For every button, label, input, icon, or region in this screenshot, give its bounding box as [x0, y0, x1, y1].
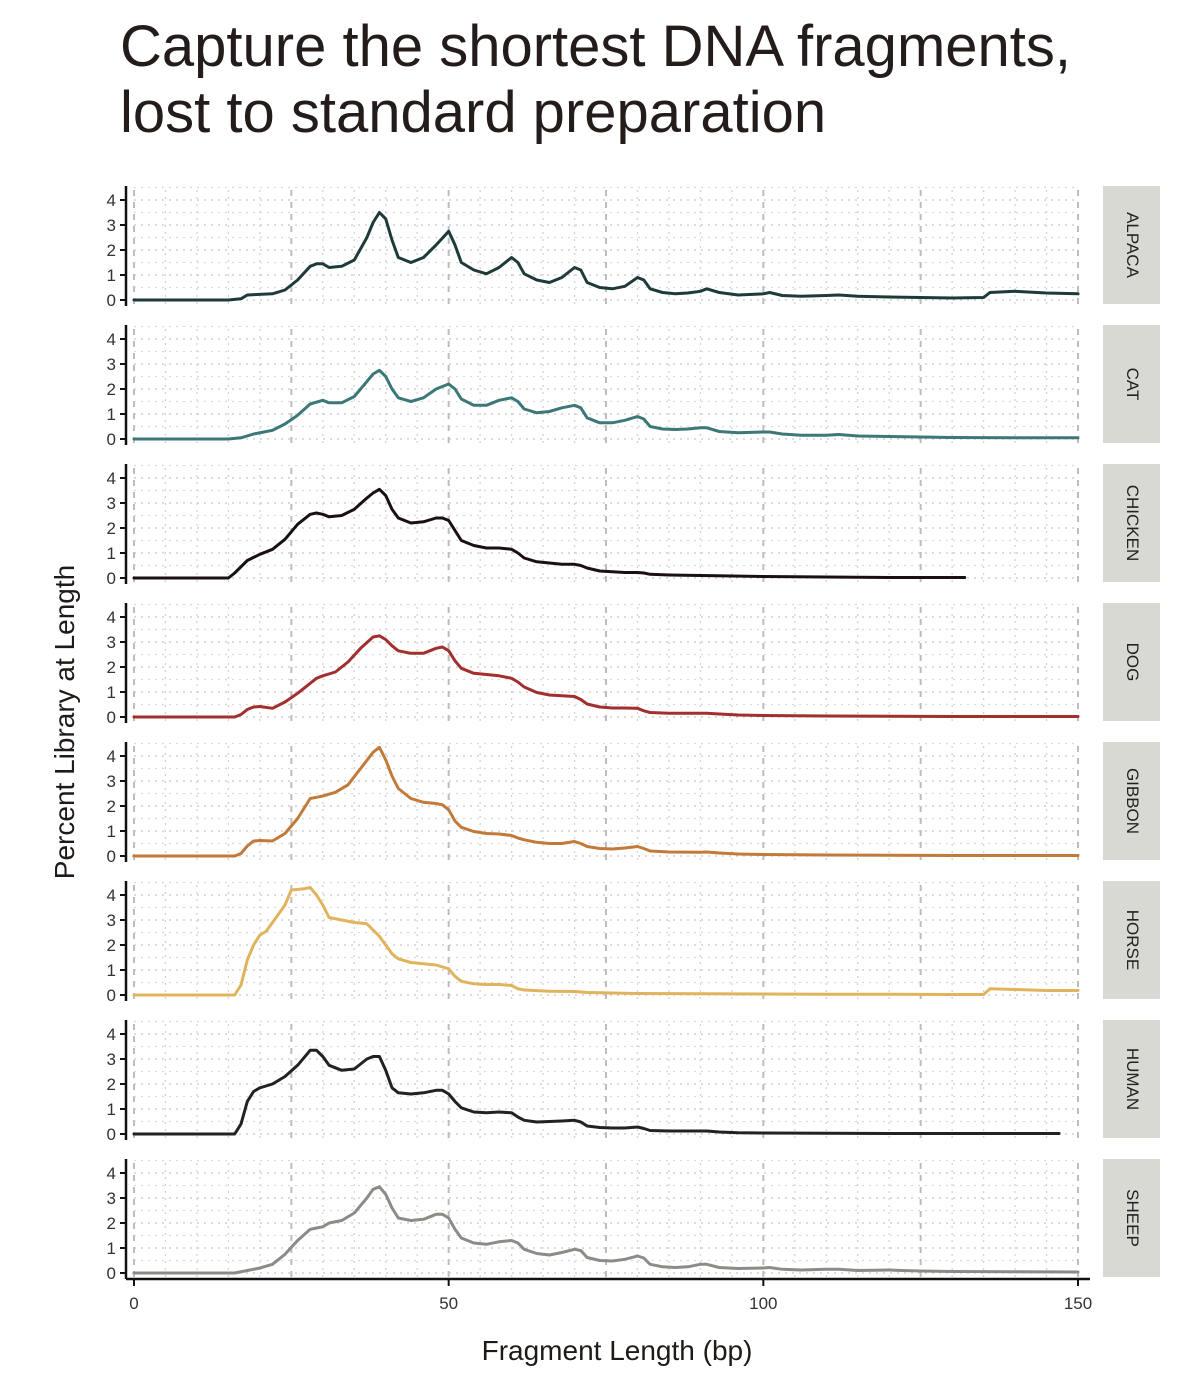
y-tick-label: 3 — [107, 355, 116, 374]
y-tick-label: 3 — [107, 1189, 116, 1208]
x-tick-label: 50 — [439, 1294, 458, 1313]
y-tick-label: 2 — [107, 658, 116, 677]
panel-cat: 0 1 2 3 4 CAT — [107, 325, 1160, 449]
x-tick-label: 100 — [749, 1294, 777, 1313]
y-tick-label: 0 — [107, 847, 116, 866]
y-tick-label: 1 — [107, 1100, 116, 1119]
x-axis-title: Fragment Length (bp) — [482, 1335, 753, 1366]
series-line-dog — [132, 634, 1080, 719]
series-line-cat — [132, 368, 1080, 441]
panel-human: 0 1 2 3 4 HUMAN — [107, 1020, 1160, 1144]
y-tick-label: 4 — [107, 608, 116, 627]
chart-title: Capture the shortest DNA fragments, lost… — [120, 14, 1200, 146]
y-tick-label: 0 — [107, 569, 116, 588]
y-tick-label: 2 — [107, 936, 116, 955]
y-tick-label: 0 — [107, 1264, 116, 1283]
y-tick-label: 1 — [107, 405, 116, 424]
facet-strip-label: CHICKEN — [1123, 485, 1142, 562]
y-tick-label: 1 — [107, 822, 116, 841]
panel-chicken: 0 1 2 3 4 CHICKEN — [107, 464, 1160, 588]
y-tick-label: 2 — [107, 519, 116, 538]
facet-strip-label: DOG — [1123, 643, 1142, 682]
facet-strip — [1103, 1159, 1160, 1277]
x-axis: 0 50 100 150 — [126, 1277, 1092, 1313]
y-tick-label: 1 — [107, 544, 116, 563]
facet-strip — [1103, 1020, 1160, 1138]
y-tick-label: 0 — [107, 708, 116, 727]
y-tick-label: 3 — [107, 633, 116, 652]
y-tick-label: 1 — [107, 961, 116, 980]
y-tick-label: 2 — [107, 797, 116, 816]
y-tick-label: 2 — [107, 1214, 116, 1233]
chart-title-line-2: lost to standard preparation — [120, 80, 827, 145]
y-tick-label: 0 — [107, 291, 116, 310]
y-tick-label: 4 — [107, 886, 116, 905]
y-tick-label: 4 — [107, 1025, 116, 1044]
series-line-horse — [132, 886, 1080, 997]
y-tick-label: 4 — [107, 330, 116, 349]
series-line-sheep — [132, 1185, 1080, 1275]
x-tick-label: 0 — [129, 1294, 138, 1313]
y-axis-title: Percent Library at Length — [49, 565, 80, 879]
facet-strip — [1103, 186, 1160, 304]
panel-dog: 0 1 2 3 4 DOG — [107, 603, 1160, 727]
panel-sheep: 0 1 2 3 4 SHEEP — [107, 1159, 1160, 1283]
y-tick-label: 4 — [107, 747, 116, 766]
facet-strip-label: HUMAN — [1123, 1048, 1142, 1110]
y-tick-label: 3 — [107, 494, 116, 513]
facet-strip — [1103, 464, 1160, 582]
y-tick-label: 3 — [107, 1050, 116, 1069]
y-tick-label: 3 — [107, 772, 116, 791]
facet-strip-label: ALPACA — [1123, 212, 1142, 278]
series-line-human — [132, 1048, 1061, 1136]
y-tick-label: 3 — [107, 216, 116, 235]
series-line-alpaca — [132, 211, 1080, 302]
y-tick-label: 4 — [107, 1164, 116, 1183]
chart-title-line-1: Capture the shortest DNA fragments, — [120, 14, 1071, 79]
facet-strip-label: SHEEP — [1123, 1189, 1142, 1247]
panel-alpaca: 0 1 2 3 4 ALPACA — [107, 186, 1160, 310]
panel-horse: 0 1 2 3 4 HORSE — [107, 881, 1160, 1005]
y-tick-label: 1 — [107, 683, 116, 702]
y-tick-label: 4 — [107, 469, 116, 488]
chart-panels: 01234ALPACA01234CAT01234CHICKEN01234DOG0… — [107, 186, 1160, 1283]
facet-strip — [1103, 881, 1160, 999]
y-tick-label: 4 — [107, 191, 116, 210]
facet-strip-label: CAT — [1123, 368, 1142, 401]
series-line-gibbon — [132, 745, 1080, 858]
y-tick-label: 0 — [107, 1125, 116, 1144]
y-tick-label: 1 — [107, 1239, 116, 1258]
facet-strip — [1103, 742, 1160, 860]
y-tick-label: 0 — [107, 986, 116, 1005]
series-line-chicken — [132, 487, 967, 580]
panel-gibbon: 0 1 2 3 4 GIBBON — [107, 742, 1160, 866]
y-tick-label: 0 — [107, 430, 116, 449]
facet-strip-label: GIBBON — [1123, 768, 1142, 834]
facet-strip — [1103, 325, 1160, 443]
y-tick-label: 2 — [107, 241, 116, 260]
facet-strip-label: HORSE — [1123, 910, 1142, 970]
y-tick-label: 2 — [107, 1075, 116, 1094]
x-tick-label: 150 — [1064, 1294, 1092, 1313]
facet-strip — [1103, 603, 1160, 721]
y-tick-label: 1 — [107, 266, 116, 285]
y-tick-label: 2 — [107, 380, 116, 399]
y-tick-label: 3 — [107, 911, 116, 930]
